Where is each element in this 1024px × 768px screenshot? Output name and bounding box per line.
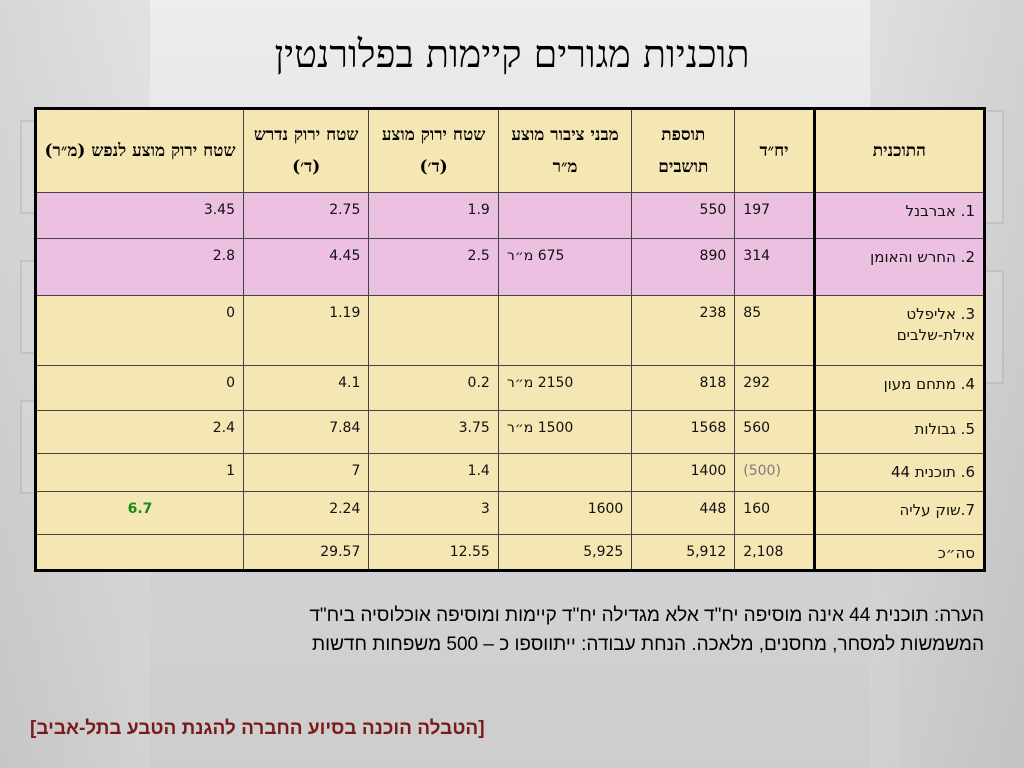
header-green-offered: שטח ירוק מוצע (ד׳) xyxy=(368,108,499,193)
cell-plan-line1: 3. אליפלט xyxy=(906,305,975,323)
cell-plan: 1. אברבנל xyxy=(812,192,986,239)
cell-green-per-capita: 0 xyxy=(35,295,244,366)
cell-green-offered: 1.9 xyxy=(368,192,499,239)
table-row: 7.שוק עליה 160 448 1600 3 2.24 6.7 xyxy=(35,491,986,535)
cell-green-per-capita: 2.4 xyxy=(35,410,244,454)
cell-units: 560 xyxy=(734,410,815,454)
cell-public xyxy=(497,295,633,366)
table-row: 6. תוכנית 44 (500) 1400 1.4 7 1 xyxy=(35,453,986,492)
table-row: 3. אליפלט אילת-שלבים 85 238 1.19 0 xyxy=(35,295,986,366)
cell-plan: 3. אליפלט אילת-שלבים xyxy=(812,295,986,366)
cell-green-per-capita: 1 xyxy=(35,453,244,492)
cell-units: 160 xyxy=(734,491,815,535)
cell-green-required: 1.19 xyxy=(242,295,370,366)
background-balconies xyxy=(120,590,900,768)
page-title: תוכניות מגורים קיימות בפלורנטין xyxy=(274,32,750,76)
footnote-line1: הערה: תוכנית 44 אינה מוסיפה יח"ד אלא מגד… xyxy=(309,605,984,626)
cell-units: 197 xyxy=(734,192,815,239)
cell-green-offered: 3.75 xyxy=(368,410,499,454)
cell-public: 2150 מ״ר xyxy=(497,365,633,411)
cell-public xyxy=(497,192,633,239)
cell-green-offered xyxy=(368,295,499,366)
cell-residents: 890 xyxy=(631,238,736,296)
cell-plan: 5. גבולות xyxy=(812,410,986,454)
cell-green-offered: 3 xyxy=(368,491,499,535)
cell-green-required: 4.1 xyxy=(242,365,370,411)
cell-green-per-capita xyxy=(35,534,244,571)
cell-residents: 238 xyxy=(631,295,736,366)
header-plan: התוכנית xyxy=(812,108,986,193)
cell-green-required: 7.84 xyxy=(242,410,370,454)
cell-plan: 2. החרש והאומן xyxy=(812,238,986,296)
cell-green-required: 2.24 xyxy=(242,491,370,535)
cell-units: 314 xyxy=(734,238,815,296)
cell-residents: 5,912 xyxy=(631,534,736,571)
cell-residents: 1568 xyxy=(631,410,736,454)
cell-public: 5,925 xyxy=(497,534,633,571)
cell-residents: 1400 xyxy=(631,453,736,492)
credit-line: [הטבלה הוכנה בסיוע החברה להגנת הטבע בתל-… xyxy=(30,718,485,739)
plans-table: התוכנית יח״ד תוספת תושבים מבני ציבור מוצ… xyxy=(34,107,986,572)
cell-residents: 448 xyxy=(631,491,736,535)
cell-green-per-capita: 3.45 xyxy=(35,192,244,239)
header-public-buildings: מבני ציבור מוצע מ״ר xyxy=(497,108,633,193)
cell-units: 2,108 xyxy=(734,534,815,571)
cell-units-estimate: (500) xyxy=(743,463,781,479)
cell-units: 292 xyxy=(734,365,815,411)
cell-green-offered: 0.2 xyxy=(368,365,499,411)
cell-green-offered: 2.5 xyxy=(368,238,499,296)
cell-plan: סה״כ xyxy=(812,534,986,571)
cell-green-per-capita: 2.8 xyxy=(35,238,244,296)
table-row: 2. החרש והאומן 314 890 675 מ״ר 2.5 4.45 … xyxy=(35,238,986,296)
cell-green-required: 29.57 xyxy=(242,534,370,571)
table-header-row: התוכנית יח״ד תוספת תושבים מבני ציבור מוצ… xyxy=(35,108,986,193)
footnote-line2: המשמשות למסחר, מחסנים, מלאכה. הנחת עבודה… xyxy=(312,634,984,655)
cell-residents: 550 xyxy=(631,192,736,239)
cell-units: 85 xyxy=(734,295,815,366)
cell-plan: 4. מתחם מעון xyxy=(812,365,986,411)
cell-plan: 6. תוכנית 44 xyxy=(812,453,986,492)
header-residents: תוספת תושבים xyxy=(631,108,736,193)
cell-public: 1600 xyxy=(497,491,633,535)
header-green-required: שטח ירוק נדרש (ד׳) xyxy=(242,108,370,193)
header-units: יח״ד xyxy=(734,108,815,193)
table-row: 4. מתחם מעון 292 818 2150 מ״ר 0.2 4.1 0 xyxy=(35,365,986,411)
table-row: 5. גבולות 560 1568 1500 מ״ר 3.75 7.84 2.… xyxy=(35,410,986,454)
cell-plan: 7.שוק עליה xyxy=(812,491,986,535)
header-green-per-capita: שטח ירוק מוצע לנפש (מ״ר) xyxy=(35,108,244,193)
cell-green-required: 2.75 xyxy=(242,192,370,239)
footnote: הערה: תוכנית 44 אינה מוסיפה יח"ד אלא מגד… xyxy=(40,601,984,659)
cell-green-per-capita-highlight: 6.7 xyxy=(35,491,244,535)
cell-green-per-capita: 0 xyxy=(35,365,244,411)
cell-public: 1500 מ״ר xyxy=(497,410,633,454)
cell-plan-line2: אילת-שלבים xyxy=(896,326,975,344)
cell-green-offered: 1.4 xyxy=(368,453,499,492)
cell-units: (500) xyxy=(734,453,815,492)
cell-green-required: 4.45 xyxy=(242,238,370,296)
cell-green-offered: 12.55 xyxy=(368,534,499,571)
cell-green-required: 7 xyxy=(242,453,370,492)
cell-public xyxy=(497,453,633,492)
table-row: 1. אברבנל 197 550 1.9 2.75 3.45 xyxy=(35,192,986,239)
table-row-total: סה״כ 2,108 5,912 5,925 12.55 29.57 xyxy=(35,534,986,571)
cell-public: 675 מ״ר xyxy=(497,238,633,296)
cell-residents: 818 xyxy=(631,365,736,411)
